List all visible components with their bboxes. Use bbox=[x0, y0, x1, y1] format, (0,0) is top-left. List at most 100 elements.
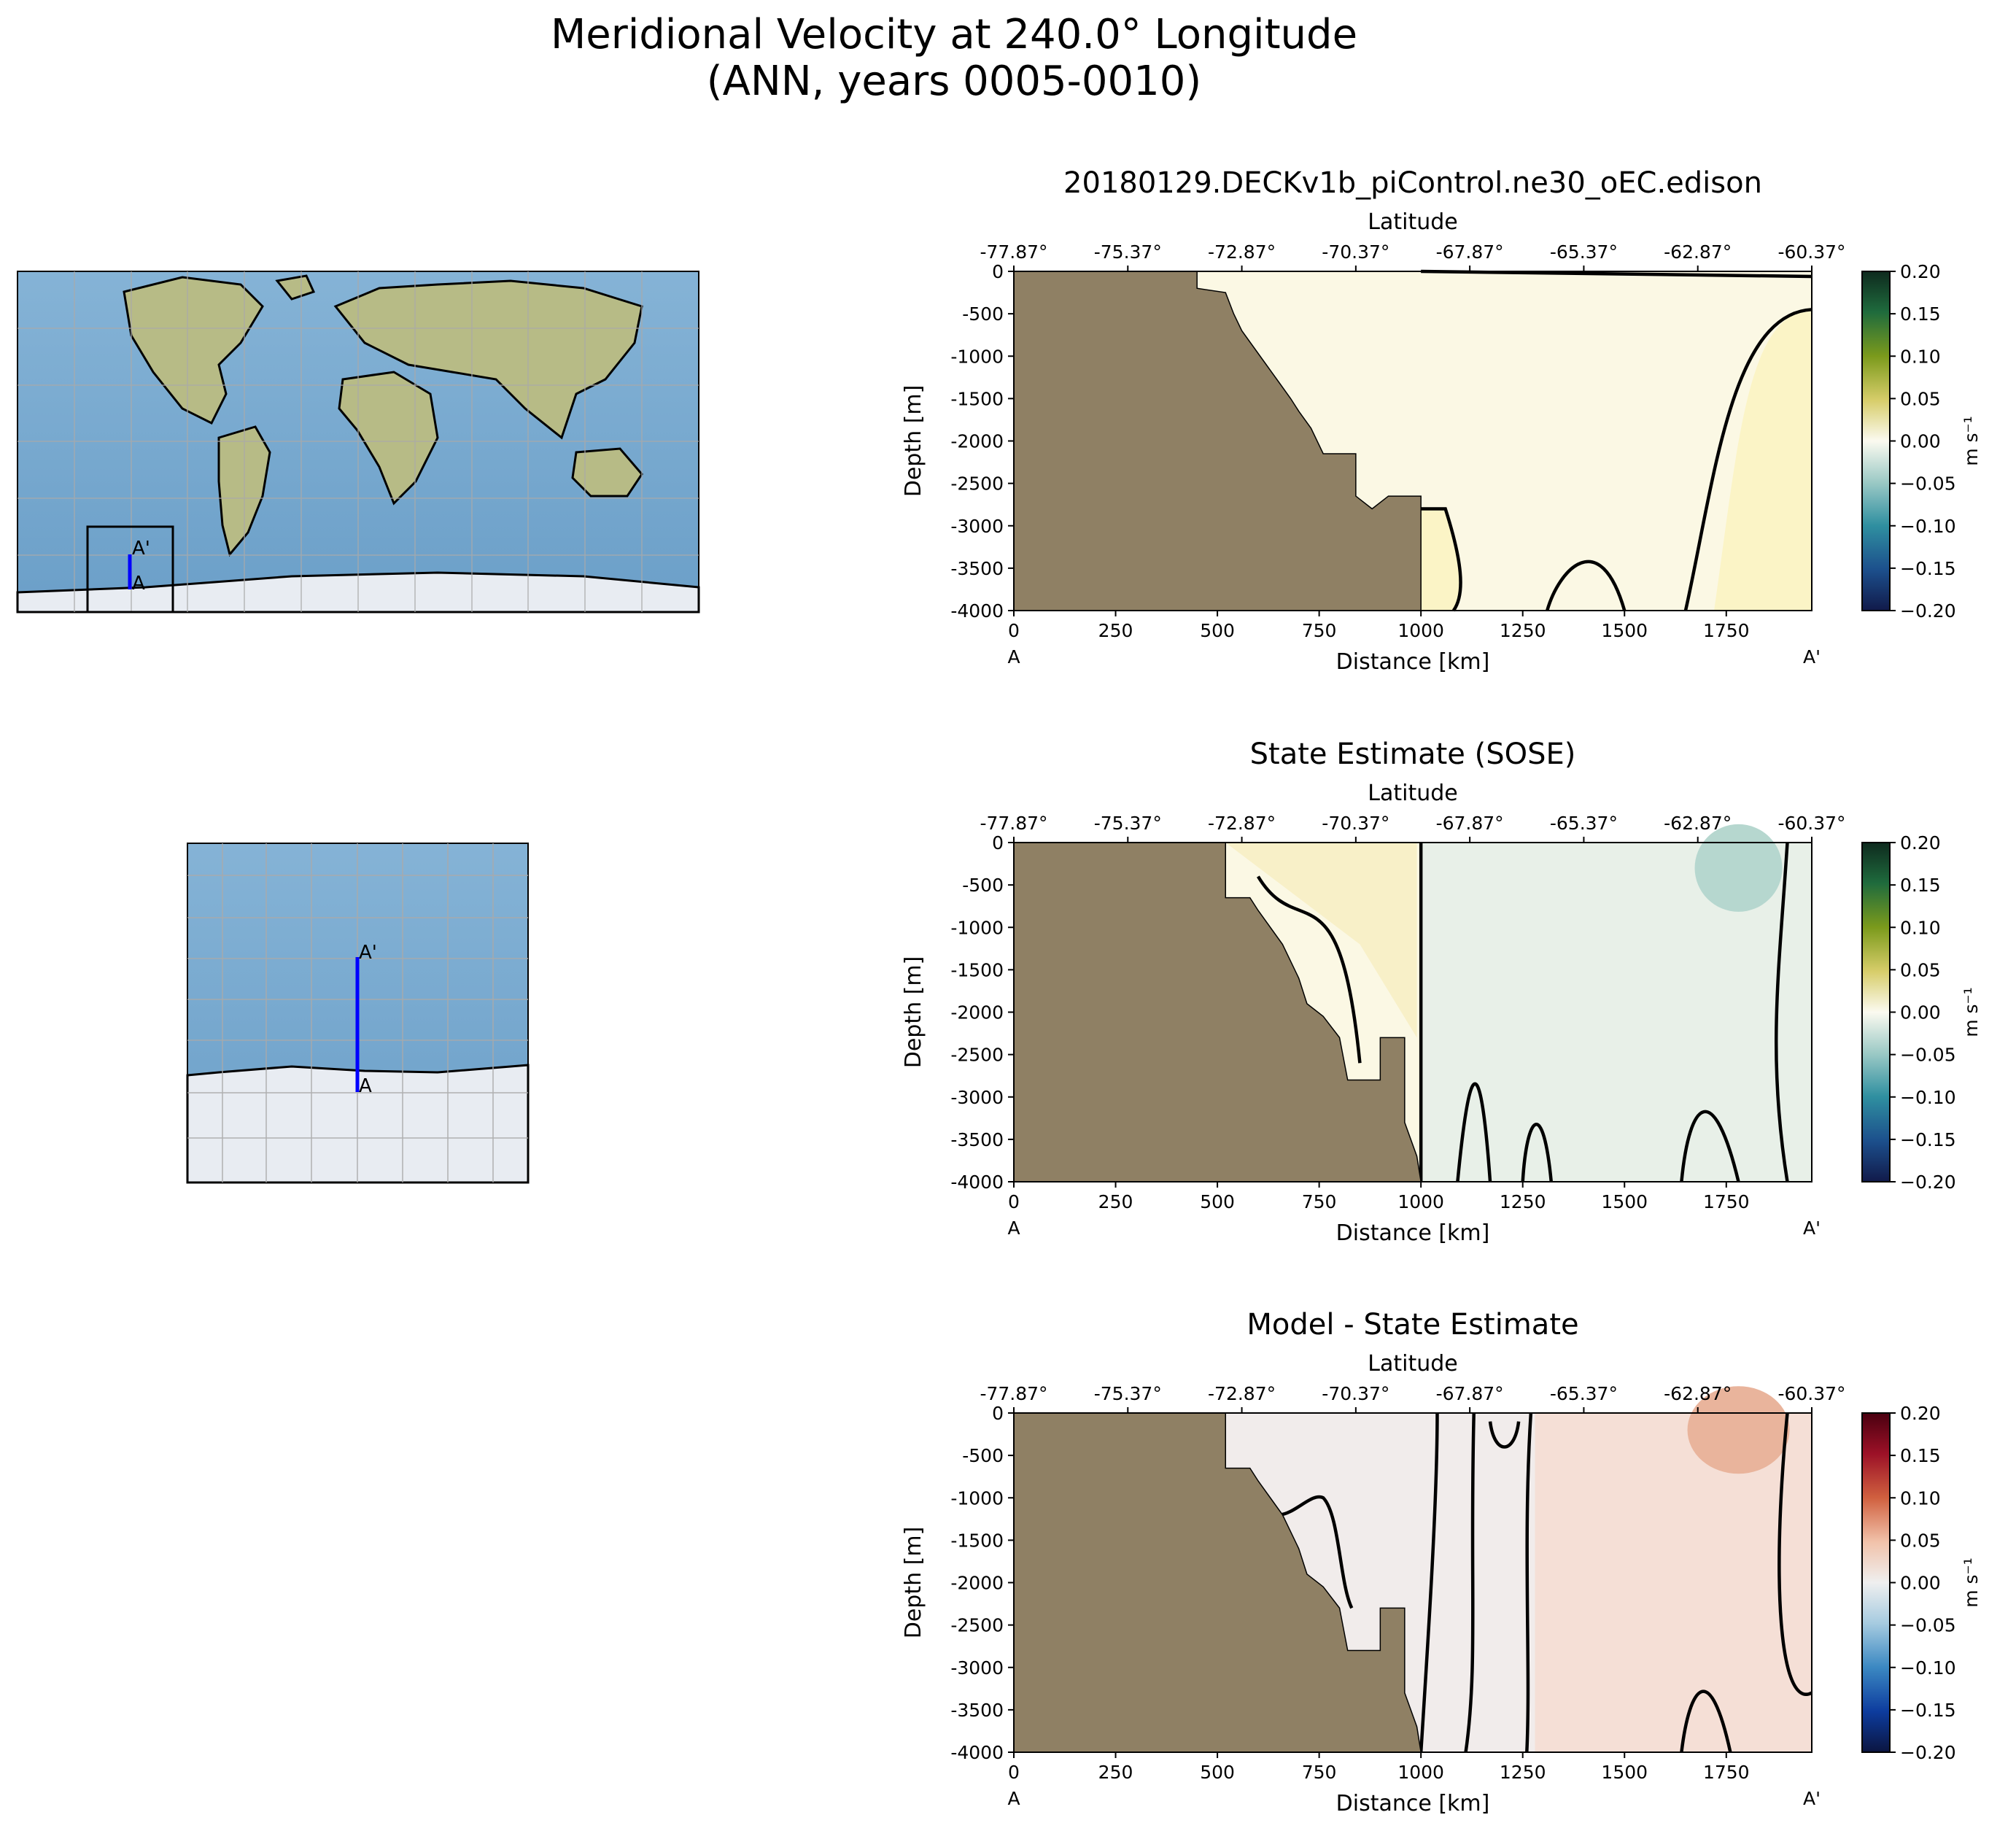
x-tick-label: 1250 bbox=[1500, 1762, 1546, 1783]
y-tick-label: -4000 bbox=[950, 1172, 1004, 1193]
x-tick-label: 1000 bbox=[1397, 1762, 1444, 1783]
colorbar-tick-label: 0.10 bbox=[1900, 917, 1941, 938]
lat-tick-label: -75.37° bbox=[1094, 1383, 1162, 1404]
contour-line bbox=[1421, 507, 1462, 612]
contour-line bbox=[1419, 1412, 1439, 1753]
panel-title: State Estimate (SOSE) bbox=[1250, 738, 1576, 771]
contour-line bbox=[1546, 560, 1627, 611]
bathymetry bbox=[1013, 271, 1422, 611]
x-tick-label: 1000 bbox=[1397, 1191, 1444, 1212]
y-tick-label: -3500 bbox=[950, 558, 1004, 579]
map-label-end: A' bbox=[132, 538, 150, 560]
colorbar-tick-label: 0.05 bbox=[1900, 388, 1941, 409]
x-tick-label: 750 bbox=[1302, 1762, 1337, 1783]
contour-line bbox=[1680, 1110, 1740, 1182]
zoom-box bbox=[86, 525, 174, 613]
lat-tick-label: -70.37° bbox=[1322, 813, 1389, 834]
y-axis-label: Depth [m] bbox=[901, 1527, 926, 1639]
x-tick-label: 250 bbox=[1098, 620, 1133, 641]
contour-line bbox=[1256, 875, 1362, 1064]
y-tick-label: -3500 bbox=[950, 1700, 1004, 1721]
map-label-start: A bbox=[132, 573, 145, 595]
y-axis-label: Depth [m] bbox=[901, 956, 926, 1069]
colorbar-label: m s⁻¹ bbox=[1961, 987, 1982, 1037]
lat-tick-label: -62.87° bbox=[1664, 813, 1732, 834]
y-tick-label: -2500 bbox=[950, 1045, 1004, 1066]
x-tick-label: 500 bbox=[1200, 1762, 1235, 1783]
x-tick-label: 1750 bbox=[1703, 1191, 1750, 1212]
y-tick-label: -4000 bbox=[950, 1742, 1004, 1763]
section-start-label: A bbox=[1007, 1218, 1020, 1239]
x-tick-label: 1750 bbox=[1703, 1762, 1750, 1783]
colorbar-tick-label: −0.20 bbox=[1900, 1742, 1956, 1763]
contour-line bbox=[1774, 842, 1789, 1182]
lat-tick-label: -65.37° bbox=[1550, 813, 1618, 834]
lat-tick-label: -60.37° bbox=[1777, 813, 1845, 834]
panel-title: 20180129.DECKv1b_piControl.ne30_oEC.edis… bbox=[1063, 166, 1762, 200]
lat-tick-label: -67.87° bbox=[1436, 1383, 1504, 1404]
contour-line bbox=[1456, 1082, 1492, 1182]
colorbar-tick-label: −0.15 bbox=[1900, 1700, 1956, 1721]
y-tick-label: 0 bbox=[992, 1403, 1004, 1424]
lat-tick-label: -72.87° bbox=[1208, 813, 1276, 834]
figure-title-line1: Meridional Velocity at 240.0° Longitude bbox=[551, 11, 1357, 58]
y-tick-label: -2000 bbox=[950, 1002, 1004, 1023]
zoom-label-start: A bbox=[359, 1075, 372, 1097]
contour-line bbox=[1421, 269, 1813, 279]
contour-line bbox=[1777, 1412, 1813, 1696]
zoom-map: A' A bbox=[186, 843, 530, 1184]
x-tick-label: 0 bbox=[1008, 1191, 1020, 1212]
y-tick-label: 0 bbox=[992, 261, 1004, 282]
colorbar-label: m s⁻¹ bbox=[1961, 416, 1982, 466]
continents bbox=[123, 274, 643, 557]
x-axis-label: Distance [km] bbox=[1336, 1791, 1490, 1816]
colorbar bbox=[1861, 842, 1891, 1182]
zoom-label-end: A' bbox=[359, 942, 377, 964]
y-tick-label: -1500 bbox=[950, 1530, 1004, 1551]
colorbar-tick-label: 0.05 bbox=[1900, 959, 1941, 980]
x-axis-label: Distance [km] bbox=[1336, 1220, 1490, 1246]
panel-title: Model - State Estimate bbox=[1247, 1308, 1578, 1342]
y-tick-label: -2000 bbox=[950, 1573, 1004, 1594]
colorbar-tick-label: 0.05 bbox=[1900, 1530, 1941, 1551]
section-end-label: A' bbox=[1803, 1788, 1821, 1809]
contour-line bbox=[1683, 308, 1813, 611]
lat-tick-label: -75.37° bbox=[1094, 813, 1162, 834]
colorbar-tick-label: −0.05 bbox=[1900, 473, 1956, 495]
x-tick-label: 250 bbox=[1098, 1191, 1133, 1212]
colorbar-tick-label: 0.00 bbox=[1900, 1002, 1941, 1023]
latitude-axis-label: Latitude bbox=[1368, 1351, 1457, 1377]
contour-line bbox=[1680, 1689, 1732, 1753]
x-tick-label: 1500 bbox=[1601, 1762, 1648, 1783]
x-tick-label: 1500 bbox=[1601, 1191, 1648, 1212]
section-start-label: A bbox=[1007, 646, 1020, 667]
x-tick-label: 500 bbox=[1200, 620, 1235, 641]
x-tick-label: 0 bbox=[1008, 620, 1020, 641]
field-patch bbox=[1225, 843, 1417, 1038]
colorbar-tick-label: 0.15 bbox=[1900, 303, 1941, 325]
contour-line bbox=[1521, 1123, 1554, 1182]
y-tick-label: -2500 bbox=[950, 473, 1004, 495]
x-axis-label: Distance [km] bbox=[1336, 649, 1490, 675]
colorbar-tick-label: −0.20 bbox=[1900, 600, 1956, 622]
x-tick-label: 500 bbox=[1200, 1191, 1235, 1212]
colorbar-tick-label: 0.15 bbox=[1900, 1445, 1941, 1466]
section-end-label: A' bbox=[1803, 646, 1821, 667]
latitude-axis-label: Latitude bbox=[1368, 781, 1457, 806]
section-panel-2: State Estimate (SOSE) Latitude 0 250 500 750 1… bbox=[901, 738, 1982, 1246]
contour-line bbox=[1525, 1412, 1533, 1753]
y-tick-label: -1500 bbox=[950, 388, 1004, 409]
colorbar-tick-label: −0.15 bbox=[1900, 1129, 1956, 1150]
field-patch bbox=[1694, 824, 1783, 912]
colorbar-tick-label: 0.10 bbox=[1900, 346, 1941, 367]
y-tick-label: -3000 bbox=[950, 516, 1004, 537]
section-panel-1: 20180129.DECKv1b_piControl.ne30_oEC.edis… bbox=[901, 166, 1982, 675]
section-panels: 20180129.DECKv1b_piControl.ne30_oEC.edis… bbox=[901, 166, 1982, 1816]
figure-title-line2: (ANN, years 0005-0010) bbox=[707, 58, 1202, 105]
y-axis-label: Depth [m] bbox=[901, 385, 926, 498]
y-tick-label: 0 bbox=[992, 832, 1004, 853]
x-tick-label: 750 bbox=[1302, 1191, 1337, 1212]
y-tick-label: -1000 bbox=[950, 1487, 1004, 1509]
colorbar bbox=[1861, 271, 1891, 611]
